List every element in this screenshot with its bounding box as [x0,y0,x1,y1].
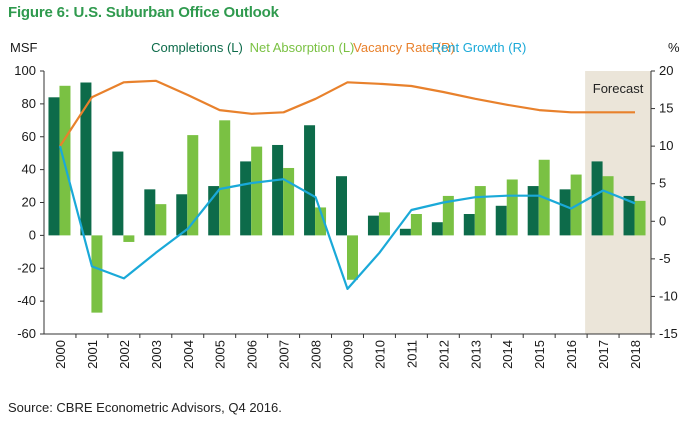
net-absorption-bar-2002 [123,235,135,242]
net-absorption-bar-2001 [91,235,103,313]
x-tick-label-2000: 2000 [53,340,68,369]
source-note: Source: CBRE Econometric Advisors, Q4 20… [8,400,282,415]
net-absorption-bar-2003 [155,204,167,236]
x-tick-label-2016: 2016 [564,340,579,369]
right-tick-label: 10 [659,138,673,153]
x-tick-label-2002: 2002 [117,340,132,369]
completions-bar-2016 [559,189,571,236]
net-absorption-bar-2011 [410,214,422,236]
right-tick-label: 5 [659,176,666,191]
legend-vacancy-rate: Vacancy Rate (R) [353,40,455,55]
left-tick-label: 0 [29,227,36,242]
completions-bar-2000 [48,97,60,236]
net-absorption-bar-2012 [442,195,454,236]
completions-bar-2005 [208,186,220,236]
left-tick-label: 40 [22,162,36,177]
x-tick-label-2007: 2007 [277,340,292,369]
x-tick-label-2008: 2008 [309,340,324,369]
completions-bar-2001 [80,82,92,236]
left-tick-label: 20 [22,195,36,210]
right-tick-label: -5 [659,251,671,266]
completions-bar-2004 [176,194,188,236]
vacancy-rate-line [59,79,635,147]
chart: Forecast -60 -40 -20 0 20 40 60 80 100 -15 -10 -5 0 5… [10,40,680,369]
figure-title: Figure 6: U.S. Suburban Office Outlook [8,4,279,21]
x-tick-label-2009: 2009 [341,340,356,369]
legend-net-absorption: Net Absorption (L) [250,40,355,55]
net-absorption-bar-2010 [378,212,390,236]
completions-bar-2017 [591,161,603,236]
completions-bar-2013 [463,214,475,236]
x-tick-label-2018: 2018 [628,340,643,369]
left-tick-label: -60 [17,326,36,341]
x-tick-label-2003: 2003 [149,340,164,369]
completions-bar-2018 [623,195,635,236]
net-absorption-bar-2009 [347,235,358,280]
x-tick-label-2005: 2005 [213,340,228,369]
right-tick-label: -15 [659,326,678,341]
x-tick-label-2015: 2015 [532,340,547,369]
rent-growth-line [58,145,636,290]
x-tick-label-2017: 2017 [596,340,611,369]
net-absorption-bar-2005 [219,120,231,236]
completions-bar-2009 [336,176,347,236]
completions-bar-2015 [527,186,539,236]
x-tick-label-2012: 2012 [436,340,451,369]
completions-bar-2006 [240,161,252,236]
left-tick-label: 80 [22,96,36,111]
completions-bar-2011 [399,228,411,236]
x-tick-label-2001: 2001 [85,340,100,369]
completions-bar-2007 [272,144,284,236]
net-absorption-bar-2013 [474,186,486,236]
legend-rent-growth: Rent Growth (R) [432,40,527,55]
x-tick-label-2013: 2013 [468,340,483,369]
completions-bar-2010 [367,215,379,236]
completions-bar-2003 [144,189,156,236]
completions-bar-2012 [431,222,443,236]
net-absorption-bar-2008 [315,207,327,236]
net-absorption-bar-2004 [187,135,199,236]
net-absorption-bar-2017 [602,176,614,236]
completions-bar-2008 [304,125,316,236]
net-absorption-bar-2007 [283,167,295,236]
x-tick-label-2004: 2004 [181,340,196,369]
left-axis-unit: MSF [10,40,38,55]
right-tick-label: 20 [659,63,673,78]
completions-bar-2014 [495,205,507,236]
right-tick-label: 15 [659,101,673,116]
left-tick-label: -20 [17,260,36,275]
net-absorption-bar-2018 [634,200,646,236]
right-axis-unit: % [668,40,680,55]
left-tick-label: -40 [17,293,36,308]
net-absorption-bar-2014 [506,179,518,236]
right-tick-label: -10 [659,288,678,303]
x-tick-label-2011: 2011 [404,340,419,368]
x-tick-label-2014: 2014 [500,340,515,369]
x-tick-label-2010: 2010 [372,340,387,369]
x-tick-label-2006: 2006 [245,340,260,369]
completions-bar-2002 [112,151,124,236]
left-tick-label: 100 [14,63,36,78]
net-absorption-bar-2006 [251,146,263,236]
forecast-label: Forecast [593,81,644,96]
legend-completions: Completions (L) [151,40,243,55]
left-tick-label: 60 [22,129,36,144]
right-tick-label: 0 [659,213,666,228]
